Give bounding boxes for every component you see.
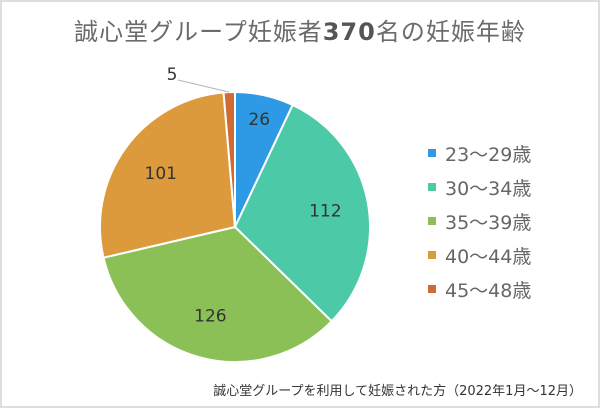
legend-item: 35～39歳 [428,204,531,238]
legend: 23～29歳 30～34歳 35～39歳 40～44歳 45～48歳 [428,136,531,306]
legend-label: 23～29歳 [445,143,532,166]
legend-label: 40～44歳 [445,245,532,268]
title-number: 370 [322,18,376,46]
slice-value-label: 5 [167,65,178,85]
pie-slice [102,225,334,363]
slice-value-label: 101 [145,164,177,184]
legend-item: 30～34歳 [428,170,531,204]
legend-swatch-icon [428,149,436,157]
title-prefix: 誠心堂グループ妊娠者 [74,18,323,46]
legend-swatch-icon [428,251,436,259]
footnote: 誠心堂グループを利用して妊娠された方（2022年1月～12月） [213,384,582,399]
legend-label: 30～34歳 [445,177,532,200]
legend-item: 23～29歳 [428,136,531,170]
legend-item: 45～48歳 [428,272,531,306]
title-suffix: 名の妊娠年齢 [375,18,526,46]
legend-swatch-icon [428,217,436,225]
chart-title: 誠心堂グループ妊娠者370名の妊娠年齢 [0,12,600,47]
legend-swatch-icon [428,285,436,293]
pie-slice [99,91,237,259]
legend-label: 45～48歳 [445,279,532,302]
slice-value-label: 112 [309,202,341,222]
slice-value-label: 26 [248,110,270,130]
legend-label: 35～39歳 [445,211,532,234]
legend-swatch-icon [428,183,436,191]
slice-value-label: 126 [194,306,226,326]
legend-item: 40～44歳 [428,238,531,272]
leader-line [177,79,230,93]
pie-slice [233,103,371,323]
